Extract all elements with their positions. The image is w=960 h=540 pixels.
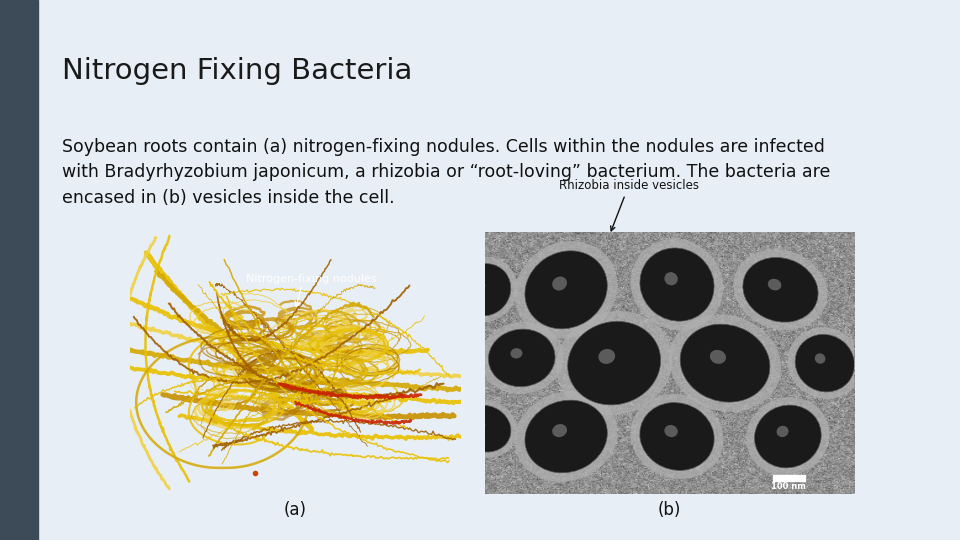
Ellipse shape (669, 314, 781, 412)
Bar (0, 0, 38, 540)
Ellipse shape (476, 421, 486, 429)
Ellipse shape (795, 334, 854, 392)
Ellipse shape (567, 321, 660, 405)
Ellipse shape (631, 239, 724, 330)
Text: Soybean roots contain (a) nitrogen-fixing nodules. Cells within the nodules are : Soybean roots contain (a) nitrogen-fixin… (62, 138, 830, 207)
Ellipse shape (525, 251, 608, 329)
Ellipse shape (511, 348, 522, 359)
Ellipse shape (515, 241, 617, 339)
Text: Rhizobia inside vesicles: Rhizobia inside vesicles (559, 179, 699, 231)
Ellipse shape (452, 257, 517, 322)
Ellipse shape (815, 353, 826, 364)
Ellipse shape (525, 400, 608, 473)
Ellipse shape (489, 329, 555, 387)
Text: Nitrogen-fixing nodules: Nitrogen-fixing nodules (247, 274, 377, 285)
Text: 100 nm: 100 nm (771, 482, 806, 491)
Ellipse shape (515, 391, 617, 482)
Text: Nitrogen Fixing Bacteria: Nitrogen Fixing Bacteria (62, 57, 413, 85)
Ellipse shape (459, 264, 511, 316)
Bar (773, 475, 804, 481)
Text: (a): (a) (284, 501, 306, 519)
Ellipse shape (452, 400, 517, 458)
Ellipse shape (755, 405, 821, 468)
Ellipse shape (639, 402, 714, 470)
Ellipse shape (746, 397, 829, 476)
Ellipse shape (709, 350, 726, 364)
Ellipse shape (664, 272, 678, 285)
Ellipse shape (733, 249, 828, 330)
Ellipse shape (459, 405, 511, 452)
Ellipse shape (480, 322, 564, 394)
Ellipse shape (552, 424, 567, 437)
Text: (b): (b) (658, 501, 682, 519)
Ellipse shape (768, 279, 781, 291)
Ellipse shape (788, 327, 862, 399)
Ellipse shape (680, 324, 770, 402)
Ellipse shape (743, 258, 818, 322)
Ellipse shape (664, 425, 678, 437)
Ellipse shape (476, 281, 486, 291)
Ellipse shape (640, 248, 714, 321)
Ellipse shape (552, 276, 567, 291)
Ellipse shape (777, 426, 788, 437)
Ellipse shape (556, 311, 672, 415)
Ellipse shape (598, 349, 615, 364)
Ellipse shape (631, 394, 724, 479)
